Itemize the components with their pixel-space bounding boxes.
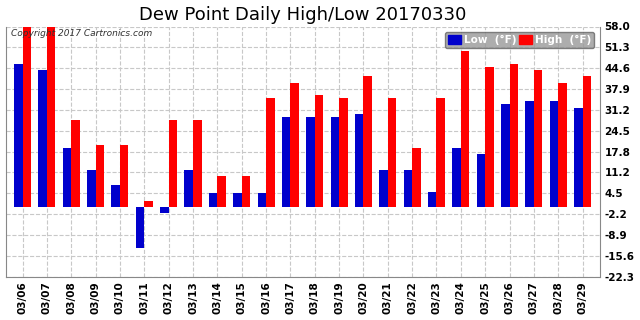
Title: Dew Point Daily High/Low 20170330: Dew Point Daily High/Low 20170330	[139, 5, 467, 24]
Bar	[428, 192, 436, 207]
Text: Copyright 2017 Cartronics.com: Copyright 2017 Cartronics.com	[12, 29, 153, 38]
Bar	[14, 64, 22, 207]
Bar	[364, 76, 372, 207]
Bar	[257, 193, 266, 207]
Bar	[452, 148, 461, 207]
Bar	[558, 83, 566, 207]
Bar	[111, 185, 120, 207]
Bar	[22, 27, 31, 207]
Bar	[477, 154, 485, 207]
Bar	[355, 114, 364, 207]
Bar	[136, 207, 145, 248]
Bar	[339, 98, 348, 207]
Bar	[534, 70, 542, 207]
Bar	[233, 193, 242, 207]
Legend: Low  (°F), High  (°F): Low (°F), High (°F)	[445, 32, 595, 48]
Bar	[388, 98, 396, 207]
Bar	[485, 67, 493, 207]
Bar	[47, 27, 56, 207]
Bar	[380, 170, 388, 207]
Bar	[63, 148, 71, 207]
Bar	[331, 117, 339, 207]
Bar	[291, 83, 299, 207]
Bar	[306, 117, 315, 207]
Bar	[242, 176, 250, 207]
Bar	[160, 207, 169, 213]
Bar	[436, 98, 445, 207]
Bar	[71, 120, 80, 207]
Bar	[412, 148, 420, 207]
Bar	[550, 101, 558, 207]
Bar	[501, 104, 509, 207]
Bar	[218, 176, 226, 207]
Bar	[509, 64, 518, 207]
Bar	[120, 145, 129, 207]
Bar	[193, 120, 202, 207]
Bar	[266, 98, 275, 207]
Bar	[574, 108, 582, 207]
Bar	[145, 201, 153, 207]
Bar	[404, 170, 412, 207]
Bar	[169, 120, 177, 207]
Bar	[95, 145, 104, 207]
Bar	[282, 117, 291, 207]
Bar	[461, 52, 469, 207]
Bar	[525, 101, 534, 207]
Bar	[87, 170, 95, 207]
Bar	[184, 170, 193, 207]
Bar	[582, 76, 591, 207]
Bar	[315, 95, 323, 207]
Bar	[209, 193, 218, 207]
Bar	[38, 70, 47, 207]
